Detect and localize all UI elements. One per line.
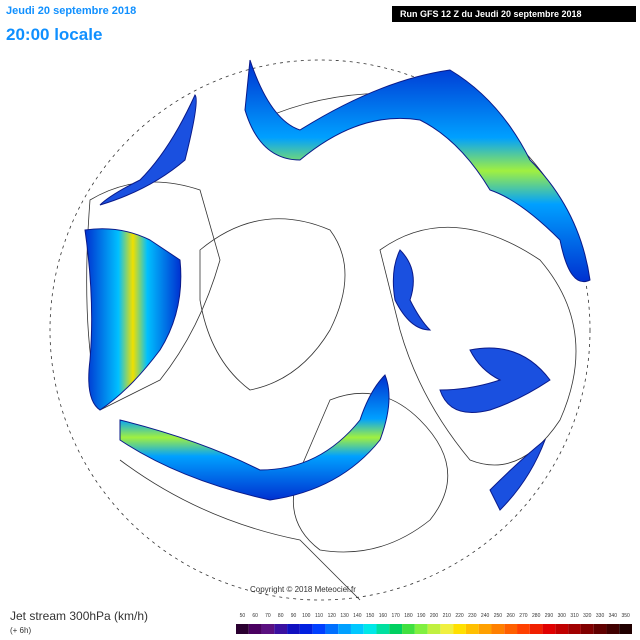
color-swatch (402, 624, 415, 634)
scale-label: 90 (291, 613, 297, 619)
scale-label: 240 (481, 613, 490, 619)
scale-label: 200 (430, 613, 439, 619)
color-swatch (414, 624, 428, 634)
color-swatch (440, 624, 454, 634)
date: Jeudi 20 septembre 2018 (6, 5, 136, 17)
scale-label: 70 (265, 613, 271, 619)
color-swatch (338, 624, 351, 634)
scale-label: 100 (302, 613, 311, 619)
color-swatch (287, 624, 300, 634)
time: 20:00 locale (6, 25, 102, 44)
scale-label: 290 (545, 613, 554, 619)
scale-label: 250 (494, 613, 503, 619)
color-swatch (555, 624, 569, 634)
scale-label: 320 (583, 613, 592, 619)
scale-label: 180 (404, 613, 413, 619)
jet-streams (84, 59, 591, 511)
scale-label: 170 (392, 613, 401, 619)
scale-label: 310 (570, 613, 579, 619)
color-swatch (465, 624, 479, 634)
color-swatch (312, 624, 326, 634)
scale-label: 110 (315, 613, 323, 619)
scale-label: 60 (252, 613, 258, 619)
color-swatch (478, 624, 492, 634)
color-swatch (542, 624, 556, 634)
scale-label: 210 (443, 613, 452, 619)
scale-label: 300 (558, 613, 567, 619)
scale-label: 350 (621, 613, 630, 619)
color-swatch (376, 624, 390, 634)
scale-label: 150 (366, 613, 375, 619)
run-bg (392, 6, 636, 22)
footer-step: (+ 6h) (10, 626, 31, 635)
color-swatch (299, 624, 313, 634)
color-swatch (248, 624, 262, 634)
color-swatch (389, 624, 403, 634)
color-swatch (606, 624, 620, 634)
scale-label: 50 (240, 613, 246, 619)
color-swatch (274, 624, 288, 634)
scale-label: 260 (506, 613, 515, 619)
color-swatch (504, 624, 518, 634)
color-swatch (325, 624, 339, 634)
color-swatch (453, 624, 466, 634)
run: Run GFS 12 Z du Jeudi 20 septembre 2018 (400, 9, 582, 19)
footer-title: Jet stream 300hPa (km/h) (10, 609, 148, 623)
scale-label: 140 (353, 613, 362, 619)
color-swatch (593, 624, 607, 634)
scale-label: 120 (328, 613, 337, 619)
scale-label: 190 (417, 613, 426, 619)
color-swatch (350, 624, 364, 634)
scale-label: 330 (596, 613, 605, 619)
header-bg (0, 0, 170, 50)
scale-label: 280 (532, 613, 541, 619)
copyright: Copyright © 2018 Meteociel.fr (250, 585, 356, 594)
scale-label: 160 (379, 613, 388, 619)
scale-label: 230 (468, 613, 477, 619)
scale-label: 130 (340, 613, 349, 619)
color-swatch (568, 624, 581, 634)
color-swatch (619, 624, 632, 634)
color-swatch (427, 624, 441, 634)
color-swatch (517, 624, 530, 634)
scale-label: 340 (609, 613, 618, 619)
color-swatch (363, 624, 377, 634)
scale-label: 80 (278, 613, 284, 619)
color-swatch (580, 624, 594, 634)
color-swatch (236, 624, 249, 634)
scale-label: 270 (519, 613, 528, 619)
color-swatch (491, 624, 505, 634)
color-swatch (261, 624, 275, 634)
color-scale: 50 60 70 80 90 100 110 120 130 140 150 160 170 180 190… (236, 613, 632, 634)
color-swatch (529, 624, 543, 634)
scale-label: 220 (455, 613, 464, 619)
